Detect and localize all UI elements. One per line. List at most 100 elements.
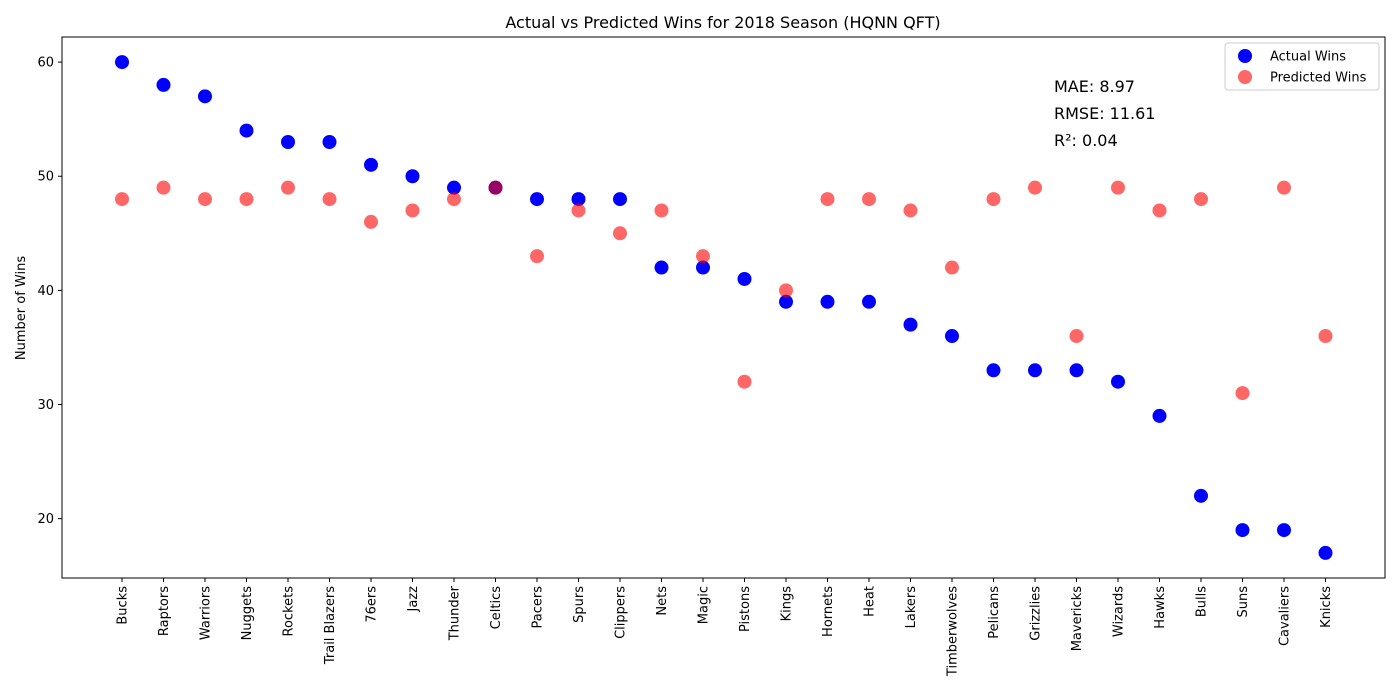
metrics-annotations: MAE: 8.97 RMSE: 11.61 R²: 0.04 [1054,77,1155,150]
y-axis-label: Number of Wins [14,256,29,360]
predicted-wins-point [696,249,710,264]
x-tick-label: Hornets [821,586,836,637]
actual-wins-point [737,271,752,286]
actual-wins-point [447,180,461,195]
x-tick-label: Mavericks [1070,586,1085,652]
actual-wins-point [862,294,876,309]
x-tick-label: Grizzlies [1029,586,1044,641]
actual-wins-point [986,363,1001,378]
actual-wins-point [115,55,129,70]
predicted-wins-point [737,374,752,389]
actual-wins-point [156,77,171,92]
plot-frame [61,36,1386,579]
x-tick-label: Knicks [1319,586,1334,628]
predicted-wins-point [1111,180,1125,195]
predicted-wins-point [986,192,1001,207]
actual-wins-point [1069,363,1084,378]
x-tick-label: Warriors [199,586,214,640]
metric-annotation: MAE: 8.97 [1054,77,1135,96]
actual-wins-point [945,329,959,344]
predicted-wins-point [447,192,461,207]
legend-marker [1238,49,1252,63]
x-tick-label: Raptors [157,586,172,636]
y-tick-label: 20 [37,512,54,527]
predicted-wins-point [1152,203,1167,218]
x-tick-label: Nuggets [240,586,255,641]
predicted-wins-point [945,260,959,275]
predicted-wins-point [820,192,835,207]
predicted-wins-point [654,203,669,218]
actual-wins-point [1277,523,1291,538]
x-tick-label: Wizards [1112,586,1127,637]
x-tick-label: Bucks [116,586,131,625]
x-tick-label: Pacers [531,586,546,629]
actual-wins-point [1152,408,1167,423]
actual-wins-point [1318,545,1333,560]
x-tick-label: Rockets [282,586,297,637]
predicted-wins-point [322,192,337,207]
actual-wins-point [654,260,669,275]
predicted-wins-point [530,249,544,264]
actual-wins-point [405,169,420,184]
predicted-wins-point [903,203,918,218]
predicted-wins-point [239,192,254,207]
x-tick-label: Pelicans [987,586,1002,639]
x-tick-label: Nets [655,586,670,616]
metric-annotation: RMSE: 11.61 [1054,104,1155,123]
x-tick-label: Bulls [1195,586,1210,617]
legend-label: Predicted Wins [1270,71,1367,86]
legend-label: Actual Wins [1270,50,1346,65]
predicted-wins-point [1194,192,1208,207]
predicted-wins-point [613,226,627,241]
x-tick-label: Trail Blazers [323,586,338,665]
predicted-wins-point [1318,329,1333,344]
actual-wins-point [1194,488,1208,503]
x-tick-label: Heat [863,586,878,617]
axes: 20 30 40 50 60 Bucks Raptors Warriors Nuggets Roc… [37,36,1386,677]
chart-title: Actual vs Predicted Wins for 2018 Season… [505,13,940,32]
actual-wins-point [1028,363,1042,378]
x-tick-label: Hawks [1153,586,1168,629]
x-tick-label: 76ers [365,586,380,623]
actual-wins-point [820,294,835,309]
x-tick-label: Timberwolves [946,586,961,677]
legend: Actual Wins Predicted Wins [1224,42,1380,91]
y-tick-label: 40 [37,284,54,299]
predicted-wins-point [405,203,420,218]
actual-wins-point [613,192,627,207]
predicted-wins-point [364,214,378,229]
predicted-wins-point [862,192,876,207]
predicted-wins-point [779,283,793,298]
y-tick-label: 50 [37,170,54,185]
predicted-wins-point [156,180,171,195]
x-tick-label: Pistons [738,586,753,632]
actual-wins-point [364,157,378,172]
predicted-wins-point [571,203,586,218]
legend-marker [1238,70,1252,84]
actual-wins-point [198,89,212,104]
predicted-wins-point [1235,386,1250,401]
predicted-wins-point [281,180,295,195]
x-tick-label: Lakers [904,586,919,629]
x-tick-label: Kings [780,586,795,622]
x-tick-label: Spurs [572,586,587,623]
predicted-wins-point [1277,180,1291,195]
x-tick-label: Suns [1236,586,1251,618]
actual-wins-point [571,192,586,207]
predicted-wins-point [115,192,129,207]
x-tick-label: Celtics [489,586,504,630]
x-tick-label: Clippers [614,586,629,639]
actual-wins-point [779,294,793,309]
x-tick-label: Cavaliers [1278,586,1293,646]
y-tick-label: 30 [37,398,54,413]
x-tick-label: Jazz [406,586,421,613]
predicted-wins-point [1028,180,1042,195]
actual-wins-point [1111,374,1125,389]
x-tick-label: Thunder [448,585,463,641]
actual-wins-point [530,192,544,207]
actual-wins-point [696,260,710,275]
predicted-wins-point [1069,329,1084,344]
actual-wins-point [322,135,337,150]
